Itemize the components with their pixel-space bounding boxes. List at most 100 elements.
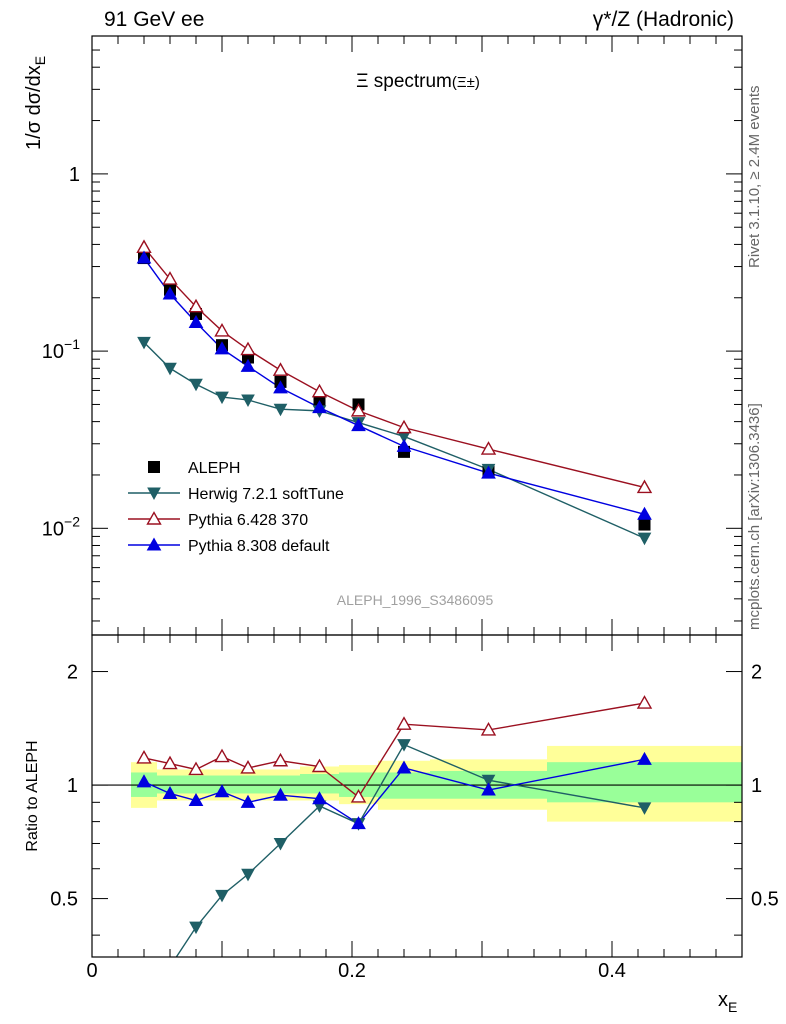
- data-point: [215, 391, 229, 405]
- header-process-label: 91 GeV ee: [104, 8, 205, 31]
- ratio-point: [136, 750, 152, 764]
- ratio-point: [215, 889, 229, 903]
- ratio-point: [241, 868, 255, 882]
- legend-label: Pythia 8.308 default: [188, 538, 330, 555]
- data-point: [162, 286, 178, 300]
- data-point: [481, 465, 496, 479]
- data-point: [312, 400, 327, 414]
- data-point: [136, 250, 152, 264]
- ratio-point: [240, 794, 256, 808]
- data-point: [636, 479, 653, 494]
- main-y-tick-label: 10−2: [42, 513, 80, 540]
- ratio-y-tick-label: 0.5: [50, 889, 78, 911]
- data-point: [241, 394, 255, 408]
- data-point: [163, 362, 177, 376]
- main-y-tick-label: 1: [69, 164, 80, 186]
- ratio-point: [272, 752, 289, 767]
- main-y-axis-label: 1/σ dσ/dxE: [23, 56, 48, 150]
- ratio-point: [162, 755, 178, 770]
- ratio-point: [481, 774, 496, 788]
- legend-marker: [147, 487, 161, 501]
- x-tick-label: 0: [86, 960, 97, 982]
- ratio-point: [214, 784, 230, 798]
- legend: ALEPH Herwig 7.2.1 softTune Pythia 6.428 3…: [128, 460, 344, 555]
- ratio-point: [136, 774, 152, 788]
- ratio-point: [481, 782, 496, 796]
- main-y-tick-label: 10−1: [42, 336, 80, 363]
- x-tick-label: 0.4: [598, 960, 626, 982]
- ratio-y-tick-label-right: 2: [751, 662, 762, 684]
- ratio-point: [637, 751, 652, 765]
- main-plot-area: [136, 239, 653, 546]
- ratio-panel: 0.5 0.5 1 1 2 2 0 0.2 0.4 Ratio to ALEPH xE: [24, 634, 779, 1015]
- data-point: [637, 532, 652, 546]
- band-inner: [547, 762, 742, 803]
- ratio-y-tick-label: 1: [67, 775, 78, 797]
- ratio-point: [188, 792, 204, 807]
- ratio-point: [189, 921, 203, 935]
- data-point: [240, 358, 256, 372]
- series-line: [143, 341, 645, 539]
- ratio-point: [637, 802, 652, 815]
- data-point: [350, 402, 367, 417]
- data-point: [396, 419, 412, 434]
- ratio-point: [164, 962, 176, 973]
- data-point: [480, 441, 497, 455]
- main-panel: 1 10−1 10−2 Ξ spectrum(Ξ±) 1/σ dσ/dxE ALEPH He…: [23, 35, 743, 636]
- legend-label: Pythia 6.428 370: [188, 512, 308, 529]
- ratio-point: [351, 816, 366, 830]
- ratio-y-tick-label-right: 0.5: [751, 889, 779, 911]
- data-point: [240, 341, 256, 356]
- ratio-frame: [91, 634, 743, 958]
- data-point: [273, 380, 288, 394]
- ratio-y-tick-label: 2: [67, 662, 78, 684]
- ratio-plot-area: [92, 695, 742, 973]
- main-x-ticks: [91, 36, 743, 635]
- ratio-point: [396, 760, 412, 774]
- ratio-y-ticks: [92, 671, 742, 936]
- ratio-y-axis-label: Ratio to ALEPH: [24, 740, 41, 851]
- ratio-point: [240, 760, 256, 774]
- ratio-point: [162, 785, 178, 799]
- x-axis-label: xE: [718, 989, 737, 1015]
- data-point: [188, 314, 204, 329]
- data-point: [272, 362, 289, 376]
- ratio-point: [188, 761, 204, 776]
- data-point: [638, 518, 651, 531]
- band-inner: [300, 773, 339, 794]
- ratio-point: [312, 791, 327, 805]
- data-point: [214, 322, 230, 337]
- main-y-ticks: [92, 35, 742, 622]
- ratio-point: [636, 695, 653, 709]
- data-point: [311, 383, 328, 398]
- analysis-id-label: ALEPH_1996_S3486095: [337, 592, 494, 608]
- legend-marker: [146, 537, 162, 551]
- ratio-point: [397, 739, 411, 752]
- ratio-point: [350, 789, 367, 803]
- header-collision-label: γ*/Z (Hadronic): [592, 8, 734, 31]
- data-point: [162, 271, 178, 285]
- ratio-y-tick-label-right: 1: [751, 775, 762, 797]
- data-point: [189, 378, 203, 392]
- ratio-point: [273, 837, 288, 851]
- data-point: [188, 298, 204, 313]
- data-point: [214, 341, 230, 355]
- data-point: [137, 336, 151, 350]
- chart-title: Ξ spectrum(Ξ±): [356, 71, 480, 92]
- legend-marker: [146, 511, 162, 525]
- data-point: [273, 403, 288, 417]
- ratio-point: [480, 722, 497, 736]
- legend-label: Herwig 7.2.1 softTune: [188, 486, 344, 503]
- ratio-point: [214, 748, 230, 763]
- data-point: [351, 418, 366, 432]
- ratio-point: [273, 787, 288, 801]
- data-point: [637, 506, 652, 520]
- series-line: [143, 246, 645, 489]
- legend-label: ALEPH: [188, 460, 240, 477]
- legend-marker: [148, 461, 160, 473]
- data-point: [396, 438, 412, 452]
- ratio-point: [396, 716, 412, 730]
- ratio-point: [311, 758, 328, 773]
- x-tick-label: 0.2: [338, 960, 366, 982]
